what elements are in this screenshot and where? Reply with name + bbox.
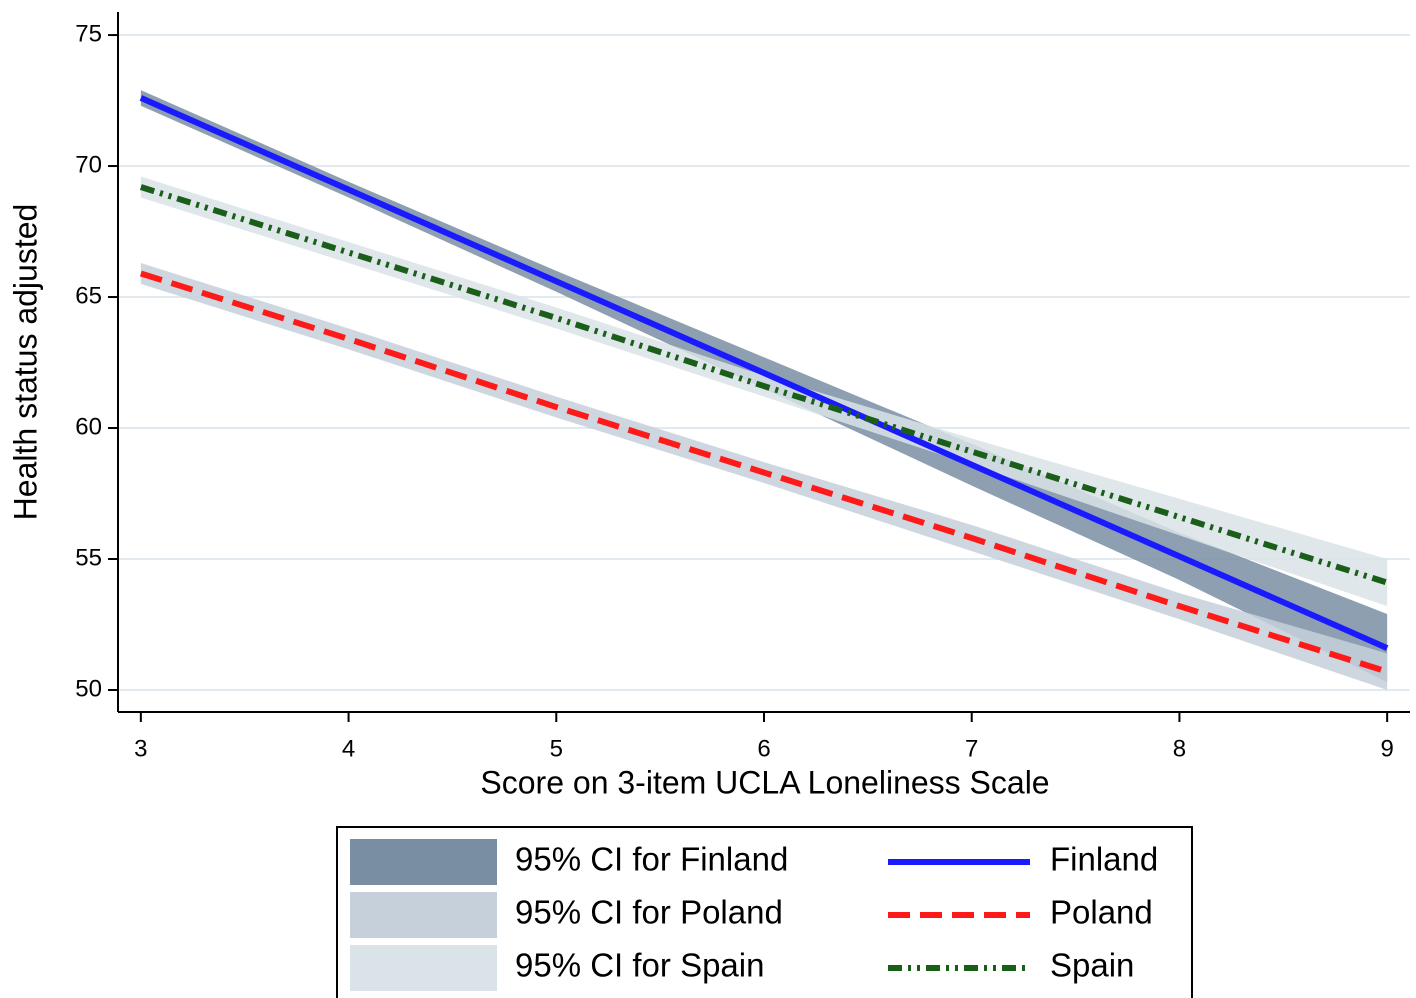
y-tick-label: 50 xyxy=(75,675,102,702)
legend-swatch xyxy=(350,945,497,991)
ci-band xyxy=(140,262,1388,690)
line xyxy=(139,95,1389,651)
legend-label: 95% CI for Spain xyxy=(515,947,764,984)
legend-label: 95% CI for Poland xyxy=(515,894,783,931)
legend-label: Finland xyxy=(1050,841,1158,878)
x-tick-label: 4 xyxy=(342,735,355,762)
ci-band xyxy=(140,176,1388,607)
y-axis-title: Health status adjusted xyxy=(7,204,43,521)
x-tick-label: 5 xyxy=(550,735,563,762)
line xyxy=(139,184,1389,586)
x-tick-label: 7 xyxy=(965,735,978,762)
x-axis-title: Score on 3-item UCLA Loneliness Scale xyxy=(480,764,1049,800)
y-tick-label: 65 xyxy=(75,282,102,309)
y-tick-label: 55 xyxy=(75,544,102,571)
legend-label: Poland xyxy=(1050,894,1153,931)
x-tick-label: 6 xyxy=(757,735,770,762)
y-tick-label: 70 xyxy=(75,151,102,178)
x-tick-label: 9 xyxy=(1380,735,1393,762)
y-tick-label: 75 xyxy=(75,20,102,47)
legend-label: 95% CI for Finland xyxy=(515,841,788,878)
x-tick-label: 8 xyxy=(1173,735,1186,762)
y-tick-label: 60 xyxy=(75,413,102,440)
line xyxy=(139,270,1389,675)
legend-swatch xyxy=(350,892,497,938)
legend-swatch xyxy=(350,839,497,885)
x-tick-label: 3 xyxy=(134,735,147,762)
legend-label: Spain xyxy=(1050,947,1134,984)
